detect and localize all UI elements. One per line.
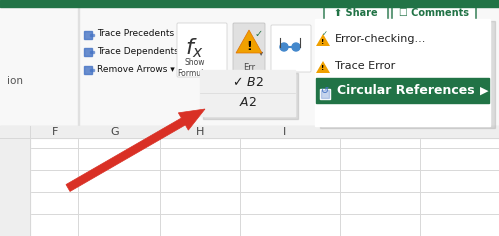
Bar	[374, 53, 378, 57]
Text: ✓: ✓	[255, 29, 263, 39]
Bar	[90, 69, 94, 71]
Text: F: F	[52, 127, 58, 137]
Text: ▶: ▶	[480, 86, 488, 96]
Bar	[416, 46, 420, 50]
Text: !: !	[246, 39, 252, 52]
Bar	[410, 46, 414, 50]
Bar	[416, 53, 420, 57]
Text: !: !	[321, 65, 325, 71]
Text: Err: Err	[243, 63, 255, 72]
Bar	[380, 60, 384, 64]
FancyBboxPatch shape	[369, 30, 396, 72]
Text: Trace Error: Trace Error	[335, 61, 395, 71]
Text: Trace Dependents: Trace Dependents	[97, 46, 179, 55]
Bar	[386, 53, 390, 57]
Text: $A$2: $A$2	[239, 96, 256, 109]
Bar	[374, 46, 378, 50]
Text: ▾: ▾	[259, 49, 263, 58]
Text: $\mathit{f}_x$: $\mathit{f}_x$	[186, 36, 205, 60]
Text: Trace Precedents: Trace Precedents	[97, 30, 174, 38]
Bar	[90, 51, 94, 53]
Bar	[380, 53, 384, 57]
Bar	[84, 48, 92, 56]
Bar	[410, 53, 414, 57]
Circle shape	[280, 43, 288, 51]
Text: Remove Arrows ▾: Remove Arrows ▾	[97, 64, 175, 73]
FancyBboxPatch shape	[392, 1, 476, 25]
Bar	[90, 34, 94, 36]
Text: ✓: ✓	[322, 31, 328, 37]
Bar	[321, 90, 329, 98]
Bar	[374, 60, 378, 64]
Text: I: I	[283, 127, 286, 137]
FancyBboxPatch shape	[177, 23, 227, 77]
Bar	[0, 126, 499, 127]
Bar	[416, 60, 420, 64]
Polygon shape	[66, 109, 205, 191]
Bar	[203, 73, 298, 119]
Bar	[404, 60, 408, 64]
Bar	[320, 21, 495, 128]
Bar	[278, 38, 304, 56]
Text: Show
Formulas: Show Formulas	[178, 58, 213, 78]
Bar	[404, 53, 408, 57]
FancyBboxPatch shape	[399, 30, 426, 72]
Bar	[0, 0, 499, 126]
Text: ✓ $B$2: ✓ $B$2	[232, 76, 263, 88]
Text: !: !	[321, 39, 325, 45]
Bar	[0, 0, 499, 7]
Bar	[316, 78, 489, 103]
Bar	[0, 126, 499, 236]
Bar	[84, 66, 92, 74]
Text: ↺: ↺	[321, 86, 329, 96]
Bar	[386, 46, 390, 50]
Bar	[200, 70, 295, 116]
Bar	[0, 126, 30, 236]
Bar	[320, 89, 330, 99]
FancyBboxPatch shape	[233, 23, 265, 75]
Polygon shape	[316, 34, 330, 46]
Bar	[386, 60, 390, 64]
Text: ☐ Comments: ☐ Comments	[399, 8, 469, 18]
Bar	[380, 46, 384, 50]
Text: H: H	[196, 127, 204, 137]
Bar	[0, 126, 499, 138]
Bar	[84, 31, 92, 39]
FancyBboxPatch shape	[271, 25, 311, 72]
Text: ion: ion	[7, 76, 23, 86]
Polygon shape	[236, 30, 262, 53]
Bar	[410, 60, 414, 64]
Text: ⬆ Share: ⬆ Share	[334, 8, 378, 18]
FancyBboxPatch shape	[324, 1, 388, 25]
Bar	[315, 19, 490, 126]
Text: Circular References: Circular References	[337, 84, 475, 97]
Text: Error-checking...: Error-checking...	[335, 34, 426, 44]
Text: G: G	[111, 127, 119, 137]
Circle shape	[292, 43, 300, 51]
Bar	[78, 7, 79, 126]
Polygon shape	[316, 61, 330, 73]
Bar	[404, 46, 408, 50]
